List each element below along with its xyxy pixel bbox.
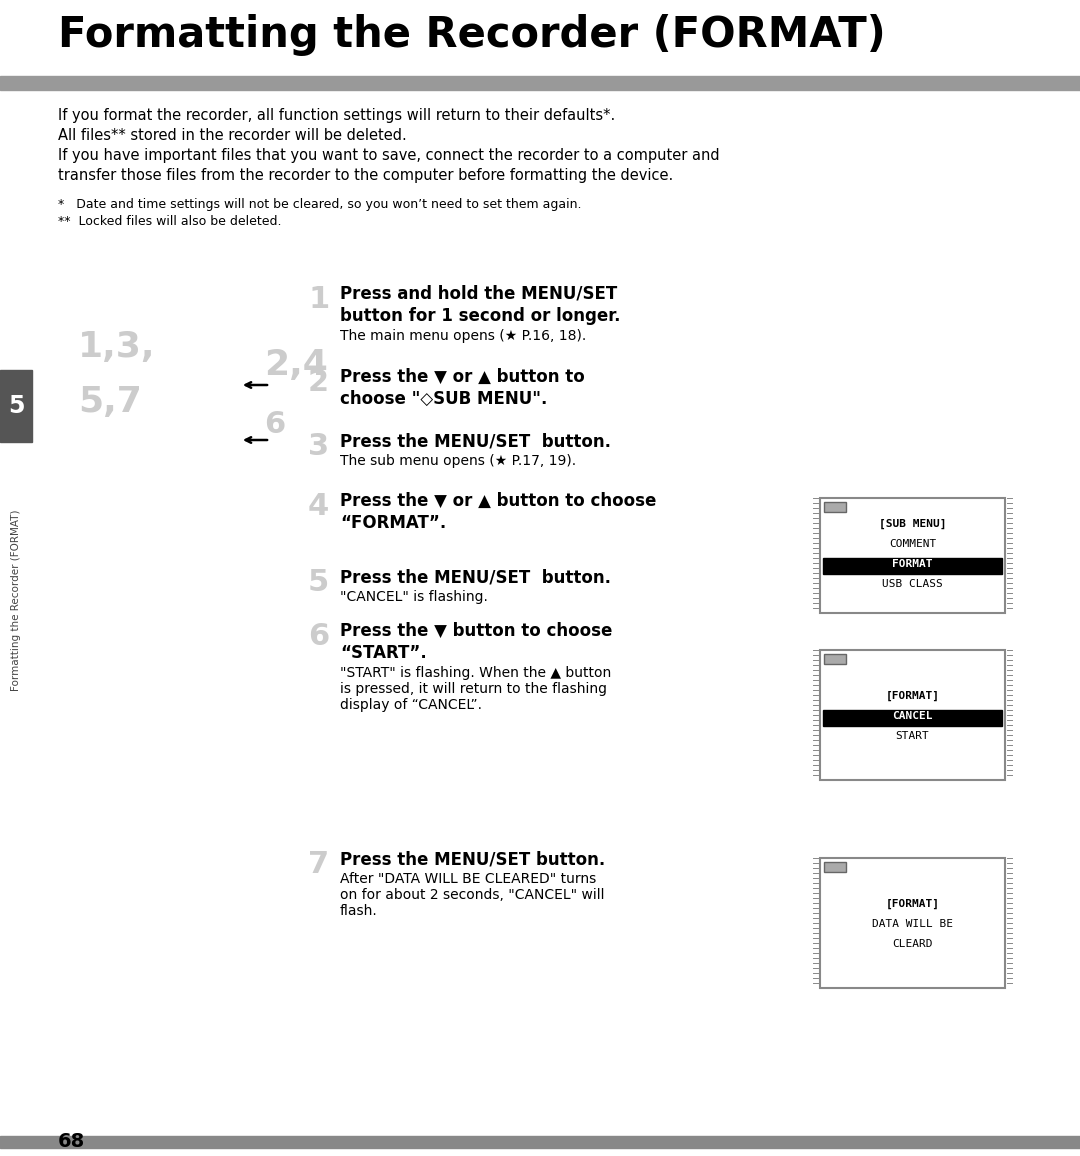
Bar (820, 858, 1005, 988)
Bar (820, 498, 1005, 613)
Bar (824, 654, 846, 664)
Text: choose "◇SUB MENU".: choose "◇SUB MENU". (340, 390, 548, 408)
Text: [FORMAT]: [FORMAT] (886, 899, 940, 910)
Text: If you format the recorder, all function settings will return to their defaults*: If you format the recorder, all function… (58, 108, 616, 123)
Text: flash.: flash. (340, 904, 378, 918)
Text: Press the ▼ or ▲ button to: Press the ▼ or ▲ button to (340, 368, 584, 386)
Text: on for about 2 seconds, "CANCEL" will: on for about 2 seconds, "CANCEL" will (340, 888, 605, 902)
Text: button for 1 second or longer.: button for 1 second or longer. (340, 307, 621, 325)
Bar (0, 370, 32, 442)
Bar (0, 1136, 1080, 1148)
Text: 3: 3 (308, 432, 329, 461)
Bar (823, 710, 1002, 726)
Text: display of “CANCEL”.: display of “CANCEL”. (340, 698, 482, 712)
Text: 5: 5 (308, 568, 329, 596)
Text: "START" is flashing. When the ▲ button: "START" is flashing. When the ▲ button (340, 666, 611, 680)
Text: 5: 5 (8, 394, 24, 418)
Bar (820, 650, 1005, 780)
Text: Formatting the Recorder (FORMAT): Formatting the Recorder (FORMAT) (58, 14, 886, 55)
Text: CANCEL: CANCEL (892, 711, 933, 721)
Text: If you have important files that you want to save, connect the recorder to a com: If you have important files that you wan… (58, 148, 719, 163)
Text: 1,3,: 1,3, (78, 329, 156, 364)
Text: is pressed, it will return to the flashing: is pressed, it will return to the flashi… (340, 682, 607, 696)
Text: COMMENT: COMMENT (889, 539, 936, 549)
Text: "CANCEL" is flashing.: "CANCEL" is flashing. (340, 590, 488, 603)
Text: 6: 6 (264, 410, 285, 439)
Text: DATA WILL BE: DATA WILL BE (872, 919, 953, 929)
Text: USB CLASS: USB CLASS (882, 579, 943, 590)
Text: 2,4: 2,4 (264, 348, 328, 381)
Text: The main menu opens (★ P.16, 18).: The main menu opens (★ P.16, 18). (340, 329, 586, 343)
Text: 6: 6 (308, 622, 329, 651)
Text: “FORMAT”.: “FORMAT”. (340, 514, 446, 532)
Text: 4: 4 (308, 492, 329, 521)
Text: [SUB MENU]: [SUB MENU] (879, 519, 946, 529)
Text: Press the MENU/SET  button.: Press the MENU/SET button. (340, 568, 611, 586)
Text: 2: 2 (308, 368, 329, 397)
Text: FORMAT: FORMAT (892, 560, 933, 569)
Text: Press and hold the MENU/SET: Press and hold the MENU/SET (340, 286, 618, 303)
Text: All files** stored in the recorder will be deleted.: All files** stored in the recorder will … (58, 128, 407, 143)
Bar (0, 76, 1080, 90)
Text: transfer those files from the recorder to the computer before formatting the dev: transfer those files from the recorder t… (58, 168, 673, 183)
Text: 1: 1 (308, 286, 329, 314)
Text: Press the MENU/SET button.: Press the MENU/SET button. (340, 850, 605, 868)
Text: After "DATA WILL BE CLEARED" turns: After "DATA WILL BE CLEARED" turns (340, 872, 596, 885)
Text: *   Date and time settings will not be cleared, so you won’t need to set them ag: * Date and time settings will not be cle… (58, 198, 581, 212)
Text: [FORMAT]: [FORMAT] (886, 691, 940, 702)
Text: START: START (895, 731, 930, 741)
Text: The sub menu opens (★ P.17, 19).: The sub menu opens (★ P.17, 19). (340, 454, 576, 468)
Text: CLEARD: CLEARD (892, 939, 933, 949)
Text: 7: 7 (308, 850, 329, 879)
Text: Press the MENU/SET  button.: Press the MENU/SET button. (340, 432, 611, 450)
Text: 5,7: 5,7 (78, 385, 141, 418)
Text: “START”.: “START”. (340, 644, 427, 662)
Bar (823, 558, 1002, 575)
Text: Press the ▼ button to choose: Press the ▼ button to choose (340, 622, 612, 640)
Text: Formatting the Recorder (FORMAT): Formatting the Recorder (FORMAT) (11, 510, 21, 691)
Text: **  Locked files will also be deleted.: ** Locked files will also be deleted. (58, 215, 282, 228)
Text: Press the ▼ or ▲ button to choose: Press the ▼ or ▲ button to choose (340, 492, 657, 510)
Bar (824, 862, 846, 872)
Bar (824, 502, 846, 512)
Text: 68: 68 (58, 1132, 85, 1151)
